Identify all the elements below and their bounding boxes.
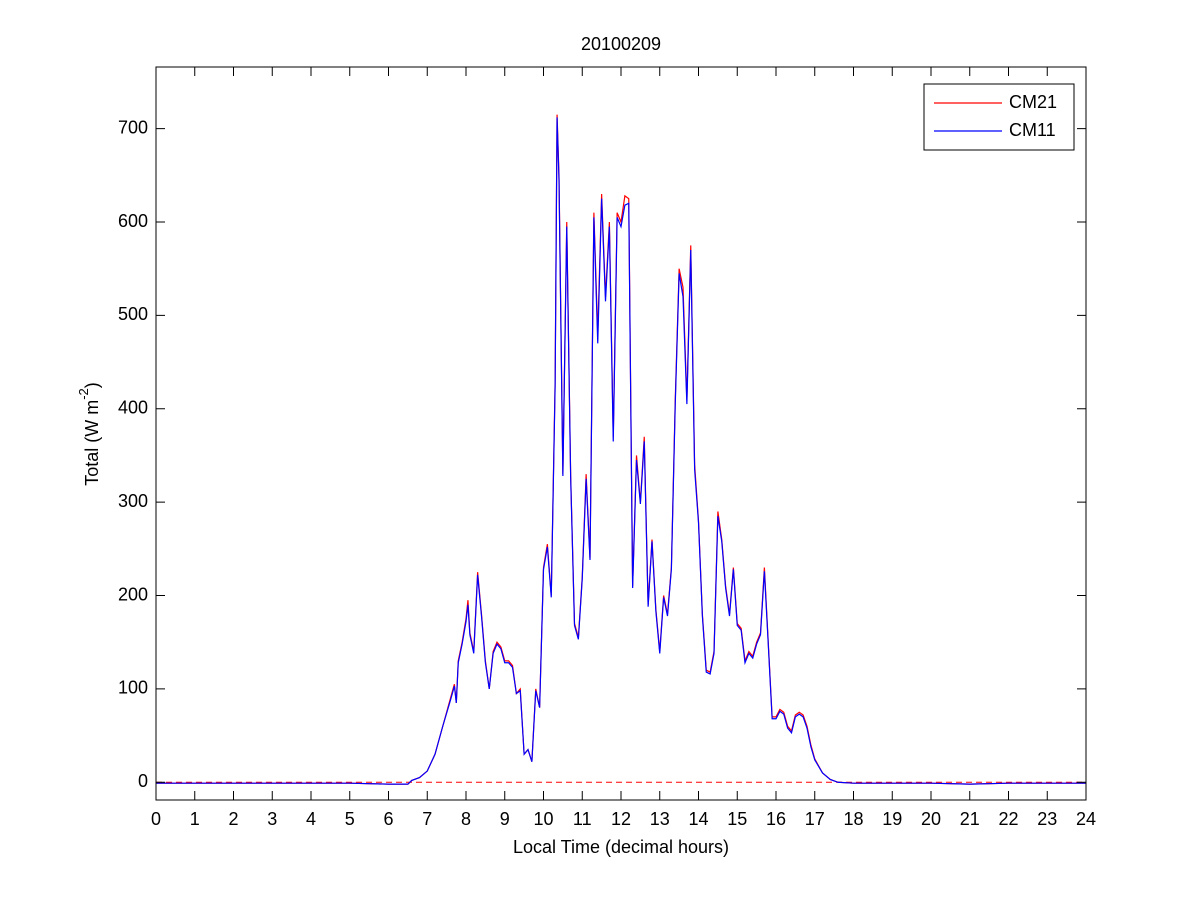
- x-tick-label: 18: [843, 809, 863, 829]
- x-tick-label: 15: [727, 809, 747, 829]
- x-tick-label: 16: [766, 809, 786, 829]
- x-tick-label: 12: [611, 809, 631, 829]
- x-tick-label: 17: [805, 809, 825, 829]
- y-tick-label: 100: [118, 678, 148, 698]
- x-tick-label: 1: [190, 809, 200, 829]
- y-tick-label: 700: [118, 117, 148, 137]
- legend-box: [923, 83, 1075, 151]
- y-tick-label: 500: [118, 304, 148, 324]
- y-axis-label: Total (W m-2): [76, 382, 101, 486]
- y-tick-label: 600: [118, 211, 148, 231]
- x-tick-label: 19: [882, 809, 902, 829]
- x-tick-label: 14: [688, 809, 708, 829]
- chart-title: 20100209: [581, 34, 661, 54]
- x-tick-label: 5: [345, 809, 355, 829]
- x-tick-label: 24: [1076, 809, 1096, 829]
- x-tick-label: 13: [650, 809, 670, 829]
- y-label-end: ): [82, 382, 102, 388]
- x-tick-label: 3: [267, 809, 277, 829]
- x-tick-label: 6: [383, 809, 393, 829]
- legend-label: CM11: [1009, 120, 1056, 140]
- legend-label: CM21: [1009, 92, 1057, 112]
- x-tick-label: 0: [151, 809, 161, 829]
- x-tick-label: 4: [306, 809, 316, 829]
- y-label-main: Total (W m: [82, 400, 102, 486]
- legend: CM21 CM11: [923, 83, 1075, 151]
- x-tick-label: 20: [921, 809, 941, 829]
- y-tick-label: 300: [118, 491, 148, 511]
- x-tick-label: 21: [960, 809, 980, 829]
- x-tick-label: 9: [500, 809, 510, 829]
- x-axis-label: Local Time (decimal hours): [513, 837, 729, 857]
- y-label-sup: -2: [76, 388, 91, 400]
- x-tick-label: 8: [461, 809, 471, 829]
- x-tick-label: 22: [998, 809, 1018, 829]
- x-tick-label: 23: [1037, 809, 1057, 829]
- x-tick-label: 11: [573, 809, 592, 829]
- x-tick-label: 10: [533, 809, 553, 829]
- y-tick-label: 200: [118, 584, 148, 604]
- y-tick-label: 0: [138, 771, 148, 791]
- x-tick-label: 2: [228, 809, 238, 829]
- y-tick-label: 400: [118, 398, 148, 418]
- x-tick-label: 7: [422, 809, 432, 829]
- series-line: [156, 117, 1086, 785]
